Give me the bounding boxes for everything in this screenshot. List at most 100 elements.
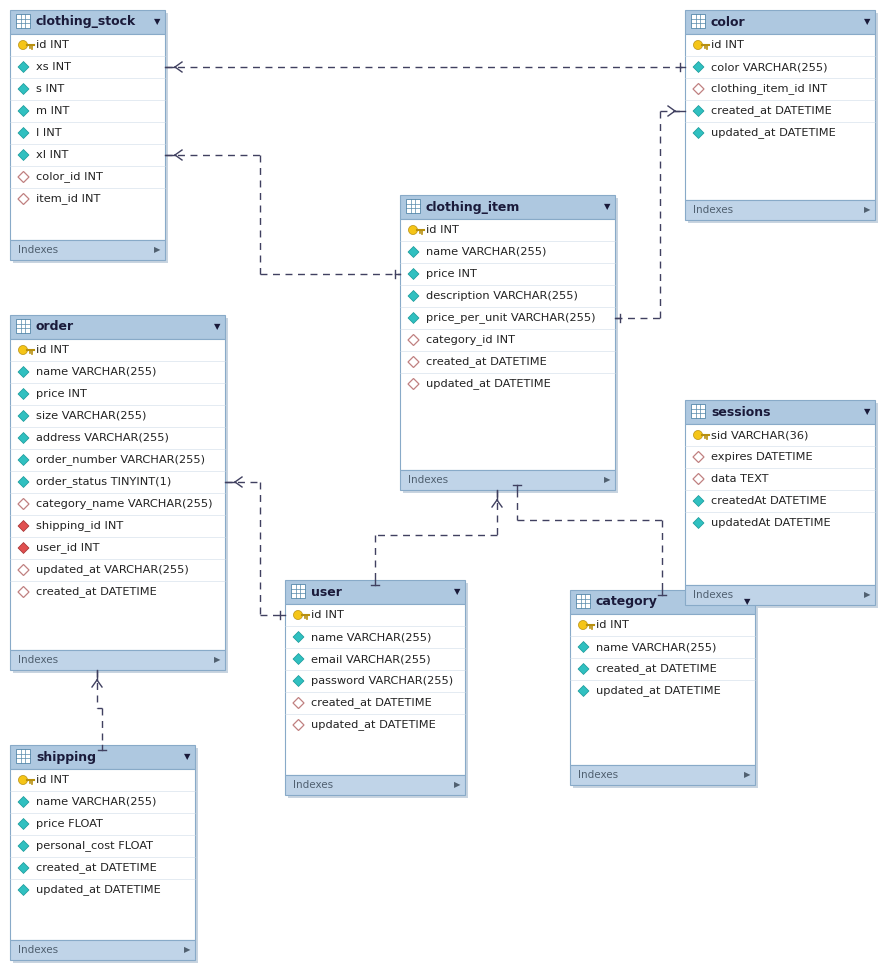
Polygon shape: [18, 433, 29, 444]
Text: created_at DATETIME: created_at DATETIME: [596, 664, 717, 674]
Bar: [403, 198, 618, 493]
Bar: [685, 34, 875, 200]
Text: ▶: ▶: [154, 245, 160, 255]
Text: createdAt DATETIME: createdAt DATETIME: [711, 496, 827, 506]
Text: name VARCHAR(255): name VARCHAR(255): [426, 247, 547, 257]
Bar: [16, 319, 30, 333]
Bar: [10, 10, 165, 34]
Text: ▼: ▼: [454, 588, 460, 596]
Text: item_id INT: item_id INT: [36, 194, 100, 204]
Polygon shape: [408, 269, 419, 279]
Text: updatedAt DATETIME: updatedAt DATETIME: [711, 518, 830, 528]
Polygon shape: [408, 335, 419, 345]
Text: user_id INT: user_id INT: [36, 543, 99, 554]
Polygon shape: [293, 675, 304, 687]
Text: clothing_stock: clothing_stock: [36, 16, 136, 28]
Text: color: color: [711, 16, 746, 28]
Bar: [570, 590, 755, 614]
Text: updated_at DATETIME: updated_at DATETIME: [311, 720, 436, 731]
Text: s INT: s INT: [36, 84, 65, 94]
Text: ▶: ▶: [214, 656, 221, 665]
Polygon shape: [693, 61, 704, 73]
Polygon shape: [18, 564, 29, 575]
Text: Indexes: Indexes: [18, 655, 58, 665]
Text: id INT: id INT: [36, 775, 69, 785]
Text: updated_at DATETIME: updated_at DATETIME: [596, 686, 720, 697]
Text: ▼: ▼: [743, 597, 750, 606]
Polygon shape: [18, 411, 29, 421]
Text: price FLOAT: price FLOAT: [36, 819, 103, 829]
Bar: [13, 318, 228, 673]
Text: user: user: [311, 586, 342, 598]
Text: password VARCHAR(255): password VARCHAR(255): [311, 676, 453, 686]
Polygon shape: [293, 698, 304, 708]
Bar: [685, 10, 875, 34]
Polygon shape: [693, 105, 704, 117]
Bar: [10, 940, 195, 960]
Text: ▼: ▼: [214, 322, 221, 332]
Bar: [688, 13, 878, 223]
Text: ▼: ▼: [154, 18, 160, 26]
Bar: [285, 775, 465, 795]
Text: Indexes: Indexes: [18, 245, 58, 255]
Polygon shape: [18, 454, 29, 465]
Bar: [10, 650, 225, 670]
Text: description VARCHAR(255): description VARCHAR(255): [426, 291, 578, 301]
Bar: [288, 583, 468, 798]
Text: size VARCHAR(255): size VARCHAR(255): [36, 411, 146, 421]
Text: price INT: price INT: [426, 269, 477, 279]
Bar: [10, 745, 195, 769]
Text: created_at DATETIME: created_at DATETIME: [311, 698, 431, 708]
Text: updated_at VARCHAR(255): updated_at VARCHAR(255): [36, 564, 189, 575]
Polygon shape: [693, 518, 704, 528]
Bar: [10, 240, 165, 260]
Polygon shape: [18, 84, 29, 94]
Text: sid VARCHAR(36): sid VARCHAR(36): [711, 430, 808, 440]
Bar: [691, 404, 705, 418]
Text: Indexes: Indexes: [18, 945, 58, 955]
Bar: [570, 614, 755, 765]
Polygon shape: [18, 818, 29, 830]
Bar: [10, 339, 225, 650]
Polygon shape: [578, 641, 589, 653]
Polygon shape: [18, 477, 29, 487]
Bar: [573, 593, 758, 788]
Bar: [291, 584, 305, 598]
Text: shipping: shipping: [36, 750, 96, 764]
Polygon shape: [18, 61, 29, 73]
Polygon shape: [18, 498, 29, 510]
Polygon shape: [693, 474, 704, 485]
Text: id INT: id INT: [596, 620, 629, 630]
Polygon shape: [293, 631, 304, 642]
Polygon shape: [18, 884, 29, 895]
Bar: [16, 14, 30, 28]
Text: id INT: id INT: [36, 345, 69, 355]
Bar: [10, 34, 165, 240]
Text: ▼: ▼: [864, 408, 870, 416]
Text: id INT: id INT: [426, 225, 459, 235]
Text: order: order: [36, 320, 74, 334]
Circle shape: [19, 41, 27, 50]
Bar: [16, 749, 30, 763]
Text: category: category: [596, 595, 658, 608]
Text: clothing_item_id INT: clothing_item_id INT: [711, 84, 828, 94]
Text: updated_at DATETIME: updated_at DATETIME: [711, 127, 835, 138]
Bar: [10, 769, 195, 940]
Text: personal_cost FLOAT: personal_cost FLOAT: [36, 841, 153, 851]
Text: color VARCHAR(255): color VARCHAR(255): [711, 62, 828, 72]
Bar: [688, 403, 878, 608]
Text: name VARCHAR(255): name VARCHAR(255): [36, 797, 156, 807]
Text: shipping_id INT: shipping_id INT: [36, 521, 123, 531]
Polygon shape: [18, 105, 29, 117]
Circle shape: [19, 345, 27, 354]
Text: Indexes: Indexes: [293, 780, 333, 790]
Polygon shape: [693, 127, 704, 138]
Text: ▶: ▶: [183, 946, 190, 955]
Polygon shape: [293, 719, 304, 731]
Text: address VARCHAR(255): address VARCHAR(255): [36, 433, 169, 443]
Bar: [685, 400, 875, 424]
Text: Indexes: Indexes: [578, 770, 618, 780]
Bar: [400, 195, 615, 219]
Text: ▶: ▶: [864, 205, 870, 214]
Text: updated_at DATETIME: updated_at DATETIME: [36, 884, 160, 895]
